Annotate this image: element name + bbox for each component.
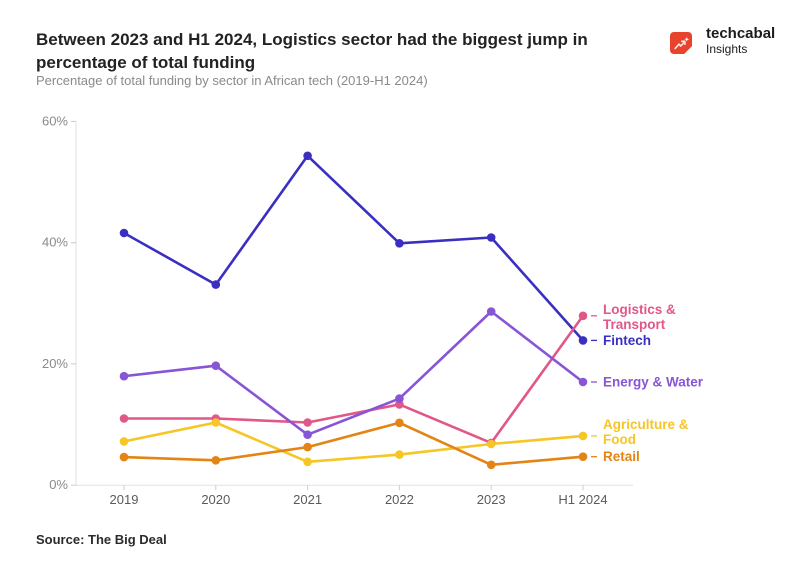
svg-text:40%: 40% bbox=[42, 235, 68, 250]
svg-text:Logistics &: Logistics & bbox=[603, 302, 676, 317]
svg-text:60%: 60% bbox=[42, 114, 68, 129]
svg-text:Transport: Transport bbox=[603, 317, 666, 332]
svg-text:0%: 0% bbox=[49, 477, 68, 492]
svg-text:H1 2024: H1 2024 bbox=[558, 492, 607, 507]
svg-text:Retail: Retail bbox=[603, 449, 640, 464]
svg-text:Food: Food bbox=[603, 432, 636, 447]
svg-text:Fintech: Fintech bbox=[603, 333, 651, 348]
svg-text:2022: 2022 bbox=[385, 492, 414, 507]
svg-text:2023: 2023 bbox=[477, 492, 506, 507]
svg-text:20%: 20% bbox=[42, 356, 68, 371]
svg-text:2019: 2019 bbox=[110, 492, 139, 507]
svg-text:2020: 2020 bbox=[201, 492, 230, 507]
svg-text:Energy & Water: Energy & Water bbox=[603, 375, 704, 390]
svg-text:2021: 2021 bbox=[293, 492, 322, 507]
svg-text:Agriculture &: Agriculture & bbox=[603, 417, 689, 432]
